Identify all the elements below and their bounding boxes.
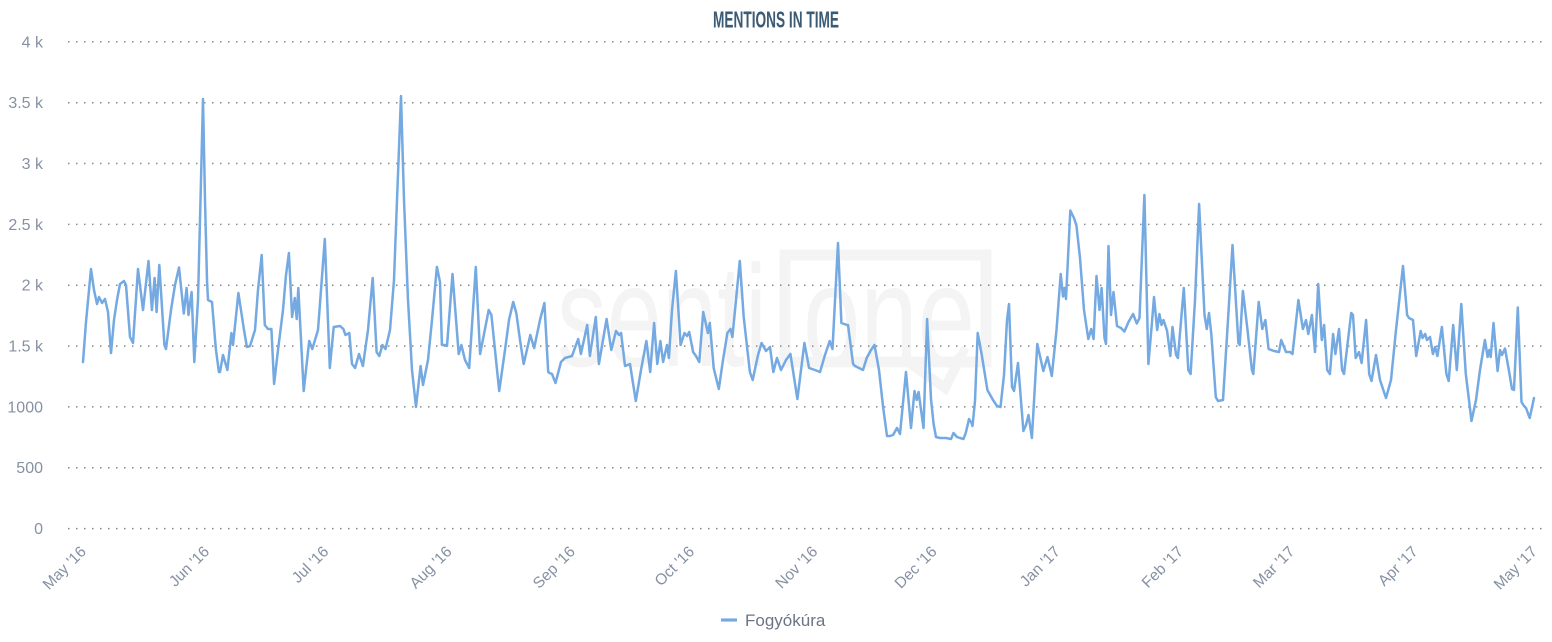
svg-text:2.5 k: 2.5 k (8, 217, 44, 234)
svg-text:3 k: 3 k (22, 156, 44, 173)
svg-text:1000: 1000 (7, 399, 43, 416)
svg-text:Oct '16: Oct '16 (652, 543, 698, 589)
svg-text:Jan '17: Jan '17 (1017, 543, 1064, 590)
svg-text:Apr '17: Apr '17 (1375, 543, 1421, 589)
svg-text:Jun '16: Jun '16 (166, 543, 213, 590)
svg-text:Sep '16: Sep '16 (530, 543, 579, 592)
svg-text:senti: senti (557, 235, 767, 397)
svg-text:Fogyókúra: Fogyókúra (745, 611, 826, 630)
svg-text:Dec '16: Dec '16 (892, 543, 941, 592)
svg-text:one: one (803, 235, 975, 397)
svg-text:4 k: 4 k (22, 34, 44, 51)
svg-text:Mar '17: Mar '17 (1250, 543, 1298, 591)
svg-text:3.5 k: 3.5 k (8, 95, 44, 112)
svg-text:500: 500 (16, 460, 43, 477)
svg-text:Nov '16: Nov '16 (772, 543, 821, 592)
svg-text:2 k: 2 k (22, 278, 44, 295)
svg-text:Feb '17: Feb '17 (1139, 543, 1187, 591)
svg-text:0: 0 (34, 521, 43, 538)
svg-text:May '16: May '16 (40, 543, 90, 593)
svg-text:1.5 k: 1.5 k (8, 339, 44, 356)
svg-text:May '17: May '17 (1491, 543, 1541, 593)
svg-text:MENTIONS IN TIME: MENTIONS IN TIME (713, 7, 839, 33)
svg-text:Aug '16: Aug '16 (407, 543, 456, 592)
svg-text:Jul '16: Jul '16 (289, 543, 332, 586)
